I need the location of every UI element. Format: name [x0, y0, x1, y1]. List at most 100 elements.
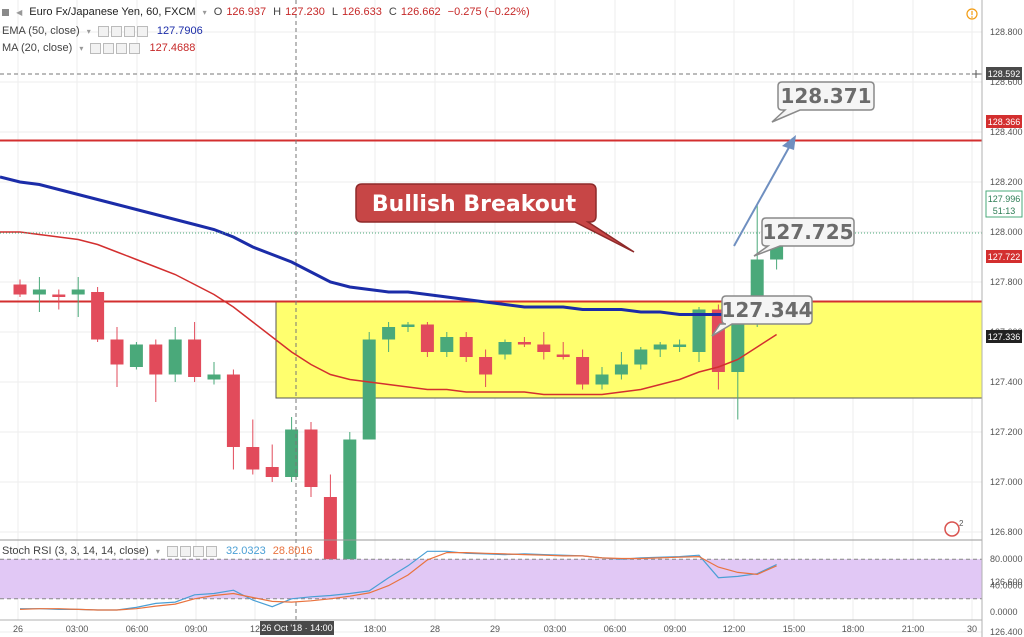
close-icon[interactable] [129, 42, 141, 54]
candle [614, 352, 628, 380]
resistance-top-badge: 128.366 [986, 115, 1022, 128]
ema-toolbar [97, 25, 150, 37]
candle [13, 279, 27, 297]
candle [556, 342, 570, 360]
candle [362, 332, 376, 440]
add-icon[interactable] [116, 42, 128, 54]
low-value: 126.633 [342, 6, 382, 18]
eye-icon[interactable] [166, 545, 178, 557]
close-icon[interactable] [205, 545, 217, 557]
bar-countdown-label: 51:13 [993, 206, 1016, 216]
stoch-toolbar [166, 545, 219, 557]
candle [731, 317, 745, 420]
callout-128371: 128.371 [771, 81, 875, 123]
stoch-legend: Stoch RSI (3, 3, 14, 14, close) ▾ 32.032… [2, 545, 317, 557]
stoch-k-value: 32.0323 [225, 545, 266, 557]
candle [129, 342, 143, 370]
ma-row: MA (20, close) ▾ 127.4688 [2, 42, 199, 54]
candle [323, 474, 337, 575]
time-tick-label: 30 [967, 624, 977, 634]
alert-icon[interactable] [966, 8, 978, 20]
stoch-tick-label: 40.0000 [990, 581, 1023, 591]
stoch-tick-label: 80.0000 [990, 554, 1023, 564]
settings-icon[interactable] [103, 42, 115, 54]
time-tick-label: 26 [13, 624, 23, 634]
current-price-badge: 127.996 51:13 [985, 190, 1023, 218]
symbol-dropdown-icon[interactable]: ▾ [202, 8, 207, 17]
ma-value: 127.4688 [149, 42, 196, 54]
price-tick-label: 128.800 [990, 27, 1023, 37]
stoch-d-line [19, 552, 777, 611]
candle [285, 417, 299, 482]
collapse-square-icon[interactable] [2, 8, 9, 16]
resistance-mid-badge-label: 127.722 [988, 252, 1021, 262]
ema-label: EMA (50, close) [2, 25, 80, 37]
add-icon[interactable] [192, 545, 204, 557]
eye-icon[interactable] [97, 25, 109, 37]
candle [52, 289, 66, 310]
candle [304, 422, 318, 497]
eye-icon[interactable] [90, 42, 102, 54]
high-value: 127.230 [285, 6, 325, 18]
price-tick-label: 127.400 [990, 377, 1023, 387]
events-icon[interactable]: 2 [944, 519, 964, 537]
stoch-axis[interactable]: 80.0000 40.0000 0.0000 [990, 554, 1023, 617]
collapse-arrow-icon[interactable]: ◀ [16, 8, 23, 17]
time-tick-label: 03:00 [544, 624, 567, 634]
time-axis[interactable]: 26 03:00 06:00 09:00 12 18:00 28 29 03:00 06:00 09… [13, 624, 977, 634]
candle [692, 307, 706, 362]
time-tick-label: 06:00 [604, 624, 627, 634]
stoch-label: Stoch RSI (3, 3, 14, 14, close) [2, 545, 149, 557]
close-value: 126.662 [400, 6, 441, 18]
low-key: L [331, 6, 339, 18]
ema-row: EMA (50, close) ▾ 127.7906 [2, 25, 207, 37]
ema-dropdown-icon[interactable]: ▾ [86, 27, 91, 36]
stoch-dropdown-icon[interactable]: ▾ [155, 547, 160, 556]
settings-icon[interactable] [179, 545, 191, 557]
open-value: 126.937 [226, 6, 267, 18]
time-tick-label: 15:00 [783, 624, 806, 634]
candle [634, 347, 648, 370]
candle [459, 332, 473, 362]
candle [207, 362, 221, 385]
price-tick-label: 127.200 [990, 427, 1023, 437]
consolidation-range-box [275, 301, 983, 399]
crosshair-time-badge: 26 Oct '18 · 14:00 [260, 621, 334, 635]
close-key: C [388, 6, 397, 18]
svg-text:2: 2 [959, 519, 964, 528]
candle [226, 369, 240, 470]
chart-legend-header: ◀ Euro Fx/Japanese Yen, 60, FXCM ▾ O 126.… [0, 0, 700, 56]
ma-20-line [0, 231, 778, 396]
current-price-label: 127.996 [988, 194, 1021, 204]
time-tick-label: 29 [490, 624, 500, 634]
callout-127344-label: 127.344 [721, 298, 812, 322]
high-key: H [273, 6, 282, 18]
price-tick-label: 128.200 [990, 177, 1023, 187]
stoch-tick-label: 0.0000 [990, 607, 1018, 617]
time-tick-label: 12:00 [723, 624, 746, 634]
resistance-top-badge-label: 128.366 [988, 117, 1021, 127]
candle [498, 339, 512, 360]
crosshair-price-badge: 128.592 [986, 67, 1022, 80]
candle [265, 444, 279, 482]
settings-icon[interactable] [110, 25, 122, 37]
candle [382, 322, 396, 352]
close-icon[interactable] [136, 25, 148, 37]
crosshair-plus-icon [972, 70, 980, 78]
add-icon[interactable] [123, 25, 135, 37]
price-tick-label: 127.000 [990, 477, 1023, 487]
time-tick-label: 18:00 [364, 624, 387, 634]
ma-dropdown-icon[interactable]: ▾ [79, 44, 84, 53]
crosshair-time-label: 26 Oct '18 · 14:00 [261, 623, 332, 633]
candle [343, 432, 357, 567]
bullish-breakout-callout: Bullish Breakout [355, 183, 635, 253]
resistance-mid-badge: 127.722 [986, 250, 1022, 263]
candle [401, 322, 415, 332]
candle [188, 322, 202, 382]
candle [653, 342, 667, 357]
candle [246, 419, 260, 475]
time-tick-label: 09:00 [664, 624, 687, 634]
candle [479, 349, 493, 387]
candle [440, 332, 454, 357]
